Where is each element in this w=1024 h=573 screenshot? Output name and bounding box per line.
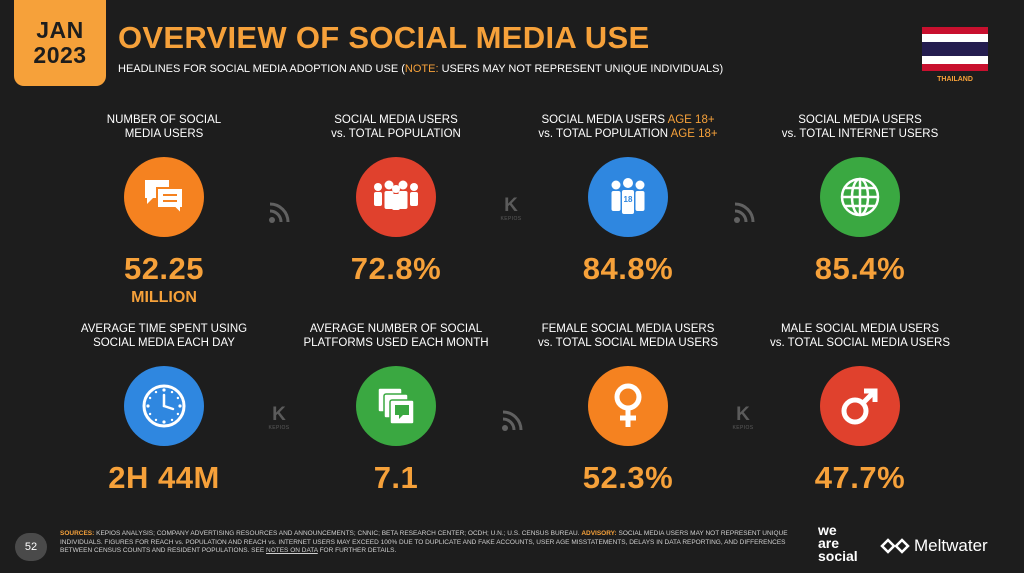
stat-users-vs-internet-users: SOCIAL MEDIA USERS vs. TOTAL INTERNET USE… bbox=[760, 113, 960, 287]
stat-users-vs-population: SOCIAL MEDIA USERS vs. TOTAL POPULATION 7… bbox=[296, 113, 496, 287]
stat-label: SOCIAL MEDIA USERS AGE 18+ vs. TOTAL POPU… bbox=[538, 114, 718, 140]
stat-value: 72.8% bbox=[350, 251, 442, 286]
date-year: 2023 bbox=[33, 42, 87, 68]
svg-text:18: 18 bbox=[624, 195, 633, 204]
notes-on-data-link[interactable]: NOTES ON DATA bbox=[266, 547, 318, 554]
stat-value: 84.8% bbox=[582, 251, 674, 286]
stat-label: SOCIAL MEDIA USERS vs. TOTAL INTERNET USE… bbox=[781, 114, 939, 140]
page-title: OVERVIEW OF SOCIAL MEDIA USE bbox=[118, 20, 650, 55]
chat-bubbles-icon bbox=[124, 157, 204, 237]
stat-unit: MILLION bbox=[131, 289, 197, 306]
kepios-logo: K KEPIOS bbox=[732, 404, 754, 432]
meltwater-logo: Meltwater bbox=[880, 536, 988, 556]
page-number: 52 bbox=[15, 533, 47, 561]
sources-note: SOURCES: KEPIOS ANALYSIS; COMPANY ADVERT… bbox=[60, 530, 788, 554]
stat-value: 7.1 bbox=[373, 460, 419, 495]
stat-value: 47.7% bbox=[814, 460, 906, 495]
stat-value: 85.4% bbox=[814, 251, 906, 286]
subtitle-suffix: USERS MAY NOT REPRESENT UNIQUE INDIVIDUA… bbox=[438, 63, 724, 75]
stat-label: AVERAGE TIME SPENT USING SOCIAL MEDIA EAC… bbox=[80, 323, 248, 349]
stat-male-users: MALE SOCIAL MEDIA USERS vs. TOTAL SOCIAL … bbox=[760, 322, 960, 496]
stat-female-users: FEMALE SOCIAL MEDIA USERS vs. TOTAL SOCIA… bbox=[528, 322, 728, 496]
country-label: THAILAND bbox=[937, 76, 973, 83]
stat-label: MALE SOCIAL MEDIA USERS vs. TOTAL SOCIAL … bbox=[769, 323, 950, 349]
page-subtitle: HEADLINES FOR SOCIAL MEDIA ADOPTION AND … bbox=[118, 63, 723, 75]
stat-social-media-users: NUMBER OF SOCIAL MEDIA USERS 52.25 MILLIO… bbox=[64, 113, 264, 307]
adults-18-icon: 18 bbox=[588, 157, 668, 237]
stat-label: NUMBER OF SOCIAL MEDIA USERS bbox=[106, 114, 222, 140]
signal-icon bbox=[502, 410, 523, 431]
stat-label: AVERAGE NUMBER OF SOCIAL PLATFORMS USED E… bbox=[303, 323, 489, 349]
people-group-icon bbox=[356, 157, 436, 237]
stat-value: 2H 44M bbox=[108, 460, 220, 495]
stat-label: FEMALE SOCIAL MEDIA USERS vs. TOTAL SOCIA… bbox=[537, 323, 718, 349]
stat-platforms-used: AVERAGE NUMBER OF SOCIAL PLATFORMS USED E… bbox=[296, 322, 496, 496]
stat-value: 52.3% bbox=[582, 460, 674, 495]
kepios-logo: K KEPIOS bbox=[500, 195, 522, 223]
meltwater-mark-icon bbox=[880, 538, 910, 554]
female-symbol-icon bbox=[588, 366, 668, 446]
subtitle-prefix: HEADLINES FOR SOCIAL MEDIA ADOPTION AND … bbox=[118, 63, 405, 75]
signal-icon bbox=[734, 202, 755, 223]
subtitle-note: NOTE: bbox=[404, 63, 439, 75]
stat-time-spent: AVERAGE TIME SPENT USING SOCIAL MEDIA EAC… bbox=[64, 322, 264, 496]
globe-icon bbox=[820, 157, 900, 237]
date-month: JAN bbox=[36, 17, 84, 43]
stat-adult-users-vs-population: SOCIAL MEDIA USERS AGE 18+ vs. TOTAL POPU… bbox=[528, 113, 728, 287]
kepios-logo: K KEPIOS bbox=[268, 404, 290, 432]
thailand-flag-icon bbox=[922, 27, 988, 71]
signal-icon bbox=[269, 202, 290, 223]
we-are-social-logo: we are social bbox=[818, 522, 858, 564]
stacked-chat-icon bbox=[356, 366, 436, 446]
male-symbol-icon bbox=[820, 366, 900, 446]
date-badge: JAN 2023 bbox=[14, 0, 106, 86]
clock-icon bbox=[124, 366, 204, 446]
stat-label: SOCIAL MEDIA USERS vs. TOTAL POPULATION bbox=[331, 114, 461, 140]
stat-value: 52.25 bbox=[123, 251, 205, 286]
